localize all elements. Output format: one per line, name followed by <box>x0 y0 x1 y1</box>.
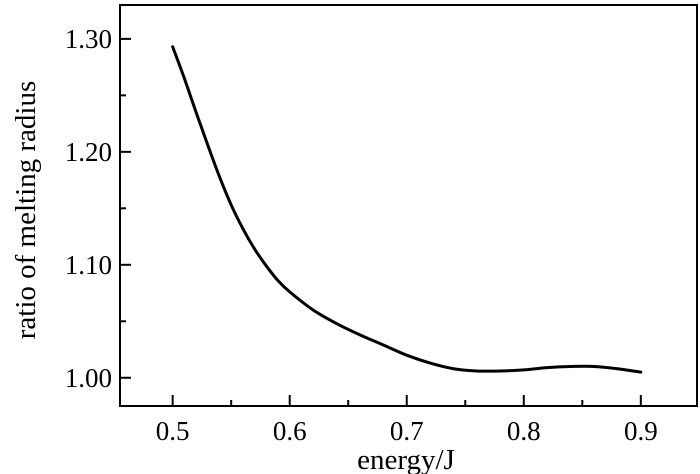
series-line-0 <box>171 45 643 374</box>
x-axis-title: energy/J <box>357 444 455 474</box>
y-tick-label: 1.00 <box>65 363 112 393</box>
y-axis-title: ratio of melting radius <box>10 81 42 340</box>
y-tick-label: 1.20 <box>65 137 112 167</box>
axis-ticks <box>120 37 642 406</box>
x-tick-label: 0.6 <box>273 416 307 446</box>
x-tick-label: 0.8 <box>507 416 541 446</box>
x-tick-label: 0.9 <box>624 416 658 446</box>
plot-area-border <box>119 4 698 407</box>
series-layer <box>171 45 643 374</box>
y-tick-label: 1.10 <box>65 250 112 280</box>
y-tick-label: 1.30 <box>65 24 112 54</box>
tick-labels: 0.5 0.6 0.7 0.8 0.9 1.00 1.10 1.20 1.30 <box>65 24 658 446</box>
x-tick-label: 0.5 <box>156 416 190 446</box>
x-tick-label: 0.7 <box>390 416 424 446</box>
plot-frame <box>119 4 698 407</box>
